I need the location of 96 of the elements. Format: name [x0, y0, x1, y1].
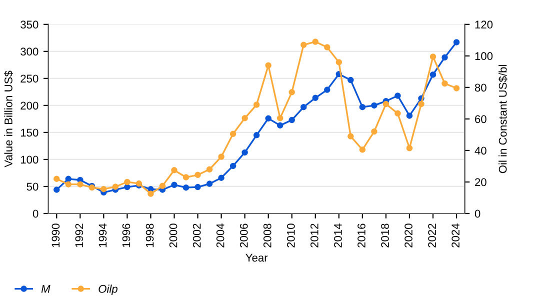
- point: [442, 54, 448, 60]
- point: [265, 115, 272, 122]
- point: [418, 100, 424, 108]
- point: [442, 80, 448, 87]
- point: [312, 38, 319, 45]
- point: [324, 44, 330, 50]
- y-tick-label: 150: [20, 128, 38, 137]
- y2-tick-label: 60: [475, 115, 486, 124]
- point: [253, 102, 260, 108]
- y-tick-label: 50: [26, 182, 38, 191]
- point: [406, 144, 413, 152]
- point: [359, 146, 366, 153]
- x-tick-label: 1994: [98, 224, 107, 248]
- point: [406, 112, 413, 119]
- x-tick-label: 1992: [75, 224, 84, 248]
- y2-tick-label: 40: [474, 146, 486, 155]
- point: [253, 132, 260, 138]
- point: [159, 182, 166, 190]
- point: [182, 184, 190, 191]
- point: [124, 184, 130, 190]
- y2-axis-title: Oil in Constant US$/bl: [498, 65, 508, 174]
- x-tick-label: 1990: [52, 224, 60, 248]
- x-tick-label: 1996: [122, 224, 130, 248]
- point: [453, 85, 460, 92]
- point: [230, 130, 236, 138]
- point: [112, 184, 119, 190]
- legend-label: M: [41, 285, 50, 293]
- point: [206, 166, 213, 172]
- point: [77, 181, 84, 188]
- x-tick-label: 2000: [169, 224, 178, 248]
- y2-tick-label: 100: [475, 52, 493, 60]
- y-tick-label: 0: [32, 210, 38, 218]
- y-tick-label: 100: [20, 156, 38, 164]
- point: [148, 190, 154, 197]
- point: [276, 122, 284, 129]
- x-tick-label: 2018: [381, 224, 389, 248]
- point: [371, 102, 378, 109]
- point: [194, 184, 201, 190]
- point: [371, 128, 378, 135]
- point: [430, 72, 436, 78]
- point: [382, 100, 390, 108]
- point: [288, 116, 295, 124]
- y-tick-label: 250: [20, 74, 38, 83]
- point: [100, 186, 107, 192]
- x-tick-label: 2022: [428, 224, 436, 248]
- x-tick-label: 1998: [146, 224, 154, 248]
- point: [348, 76, 354, 84]
- point: [394, 92, 401, 99]
- x-tick-label: 2024: [452, 224, 460, 248]
- point: [124, 178, 130, 186]
- point: [65, 181, 72, 188]
- x-tick-label: 2016: [358, 224, 366, 248]
- point: [218, 174, 224, 181]
- point: [348, 133, 354, 140]
- point: [194, 172, 201, 178]
- point: [206, 180, 213, 187]
- x-tick-label: 2010: [286, 224, 295, 248]
- point: [242, 115, 248, 122]
- x-axis-title: Year: [246, 254, 268, 262]
- point: [242, 149, 248, 156]
- x-tick-label: 2012: [310, 224, 318, 248]
- y-axis-title: Value in Billion US$: [4, 70, 14, 168]
- point: [394, 110, 401, 117]
- x-tick-label: 2020: [404, 224, 412, 248]
- point: [300, 42, 307, 48]
- x-tick-label: 2014: [334, 224, 342, 248]
- point: [218, 154, 224, 160]
- x-tick-label: 2004: [216, 224, 224, 248]
- x-tick-label: 2006: [240, 224, 248, 248]
- point: [54, 176, 60, 182]
- point: [171, 167, 178, 174]
- point: [65, 176, 72, 182]
- point: [265, 62, 272, 68]
- point: [276, 115, 284, 122]
- point: [171, 182, 178, 188]
- point: [230, 162, 236, 170]
- y2-tick-label: 20: [475, 178, 486, 186]
- y2-tick-label: 120: [475, 20, 493, 29]
- y-tick-label: 300: [20, 48, 38, 56]
- point: [453, 39, 460, 46]
- point: [54, 186, 60, 193]
- point: [430, 54, 436, 60]
- point: [324, 86, 330, 93]
- x-tick-label: 2008: [263, 224, 272, 248]
- point: [288, 89, 295, 96]
- point: [300, 104, 307, 110]
- point: [182, 174, 190, 180]
- legend-label: Oilp: [98, 284, 118, 295]
- x-tick-label: 2002: [192, 224, 201, 248]
- y-tick-label: 350: [20, 20, 38, 29]
- point: [359, 104, 366, 110]
- point: [336, 59, 342, 66]
- y2-tick-label: 0: [474, 210, 480, 218]
- y2-tick-label: 80: [474, 84, 486, 92]
- y-tick-label: 200: [20, 102, 38, 110]
- point: [312, 94, 319, 102]
